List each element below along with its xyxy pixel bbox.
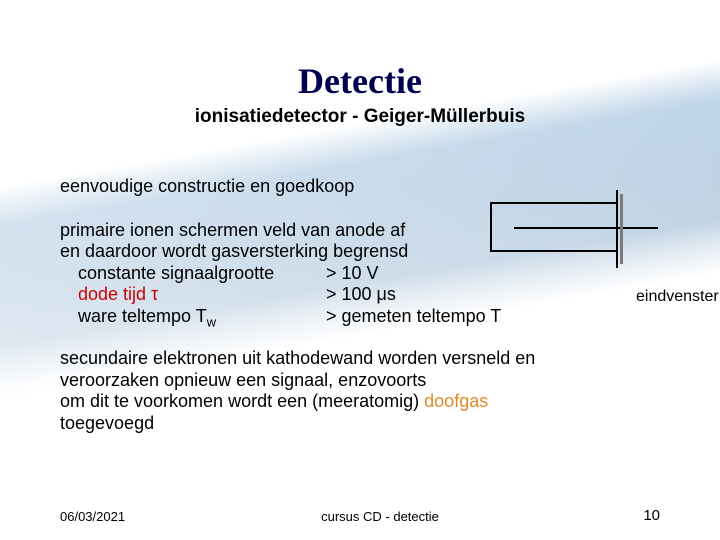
tube-window-separator — [616, 190, 618, 268]
tube-end-window — [620, 194, 623, 264]
gm-tube-diagram: eindvenster — [490, 202, 618, 252]
p2-line4: dode tijd τ> 100 μs — [60, 284, 660, 306]
true-rate-label: ware teltempo T — [78, 306, 207, 326]
tube-anode — [514, 227, 658, 229]
p3-line4: toegevoegd — [60, 413, 660, 435]
p2-line3: constante signaalgrootte> 10 V — [60, 263, 660, 285]
slide-footer: 06/03/2021 cursus CD - detectie 10 — [0, 507, 720, 524]
slide-title: Detectie — [60, 60, 660, 102]
slide-subtitle: ionisatiedetector - Geiger-Müllerbuis — [60, 106, 660, 128]
p2-l5-right: > gemeten teltempo T — [326, 306, 501, 328]
diagram-label: eindvenster — [636, 288, 719, 306]
quench-gas-term: doofgas — [424, 391, 488, 411]
p2-line5: ware teltempo Tw> gemeten teltempo T — [60, 306, 660, 330]
footer-date: 06/03/2021 — [60, 509, 180, 524]
footer-center: cursus CD - detectie — [180, 509, 580, 524]
p3-line1: secundaire elektronen uit kathodewand wo… — [60, 348, 660, 370]
paragraph-3: secundaire elektronen uit kathodewand wo… — [60, 348, 660, 434]
p2-l5-left: ware teltempo Tw — [78, 306, 326, 330]
p2-l3-right: > 10 V — [326, 263, 379, 285]
p2-l4-left: dode tijd τ — [78, 284, 326, 306]
subscript-w: w — [207, 315, 216, 330]
dead-time-label: dode tijd — [78, 284, 151, 304]
tau-symbol: τ — [151, 284, 158, 304]
footer-page-number: 10 — [580, 507, 660, 524]
p3-line2: veroorzaken opnieuw een signaal, enzovoo… — [60, 370, 660, 392]
p2-l3-left: constante signaalgrootte — [78, 263, 326, 285]
paragraph-1: eenvoudige constructie en goedkoop — [60, 176, 660, 198]
p3-line3: om dit te voorkomen wordt een (meeratomi… — [60, 391, 660, 413]
p2-l4-right: > 100 μs — [326, 284, 396, 306]
p3-l3-text: om dit te voorkomen wordt een (meeratomi… — [60, 391, 424, 411]
